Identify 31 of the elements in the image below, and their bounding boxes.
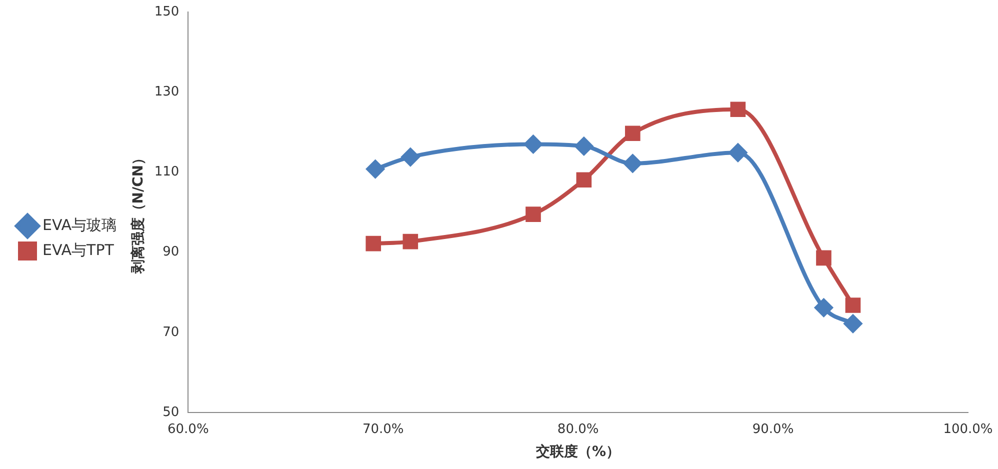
y-tick-label: 130	[154, 84, 180, 100]
point	[844, 314, 862, 333]
legend-label: EVA与玻璃	[42, 216, 117, 234]
point	[576, 172, 592, 188]
x-tick-label: 80.0%	[557, 422, 599, 437]
point	[624, 154, 642, 172]
legend-label: EVA与TPT	[42, 240, 115, 259]
y-tick-label: 150	[154, 4, 180, 20]
point	[366, 236, 382, 252]
x-tick-label: 60.0%	[167, 422, 209, 437]
y-tick-label: 50	[162, 404, 180, 420]
point	[401, 148, 420, 166]
point	[524, 135, 542, 154]
y-tick-label: 90	[162, 244, 180, 260]
point	[366, 160, 384, 178]
y-axis-title: 剥离强度（N/CN）	[130, 150, 147, 275]
point	[845, 298, 861, 313]
x-axis-title: 交联度（%）	[535, 443, 620, 460]
x-tick-label: 90.0%	[752, 422, 794, 437]
y-tick-label: 110	[154, 164, 180, 180]
point	[625, 126, 640, 142]
point	[402, 234, 418, 250]
point	[574, 137, 593, 156]
point	[526, 206, 541, 222]
x-tick-label: 70.0%	[362, 422, 404, 437]
y-tick-label: 70	[162, 324, 180, 340]
point	[728, 144, 747, 162]
point	[730, 102, 746, 118]
x-tick-label: 100.0%	[943, 422, 993, 437]
point	[816, 250, 832, 266]
point	[814, 298, 833, 317]
